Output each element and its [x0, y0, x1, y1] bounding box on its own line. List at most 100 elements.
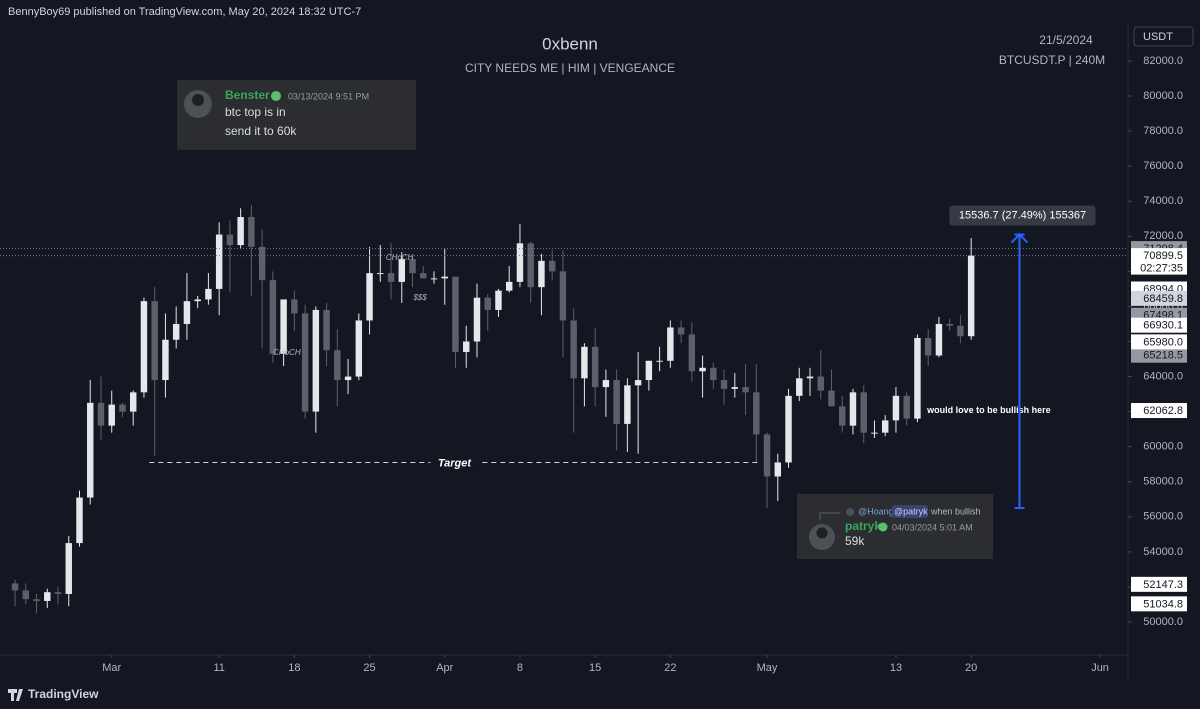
candle-body: [162, 339, 169, 381]
candle-body: [194, 299, 201, 302]
message-card: [797, 494, 993, 559]
candle-body: [11, 583, 19, 591]
candle-body: [505, 281, 513, 291]
candle-body: [398, 259, 406, 282]
y-tick-label: 80000.0: [1143, 90, 1183, 102]
price-tag: [1131, 248, 1187, 264]
price-tag-label: 52147.3: [1143, 579, 1183, 591]
candle-body: [129, 392, 137, 412]
chart-title: 0xbenn: [542, 34, 598, 53]
y-tick-label: 64000.0: [1143, 370, 1183, 382]
candle-body: [516, 243, 524, 282]
price-tag-label: 51034.8: [1143, 598, 1183, 610]
candle-body: [301, 313, 309, 412]
date-label: 21/5/2024: [1039, 33, 1093, 47]
candle-body: [108, 404, 115, 426]
plot-area: [0, 204, 1128, 614]
candle-body: [452, 276, 459, 353]
target-label-bg: [430, 454, 479, 471]
y-tick-label: 82000.0: [1143, 55, 1183, 67]
candle-body: [892, 395, 900, 421]
candle-body: [967, 255, 975, 337]
candle-body: [172, 323, 180, 340]
currency-label[interactable]: USDT: [1143, 31, 1173, 43]
candle-body: [806, 376, 814, 379]
candle-body: [785, 395, 792, 463]
candle-body: [215, 234, 223, 289]
chart-subtitle: CITY NEEDS ME | HIM | VENGEANCE: [465, 61, 675, 75]
candle-body: [366, 273, 373, 321]
x-tick-label: 11: [213, 662, 224, 674]
candle-body: [763, 434, 771, 477]
candle-body: [248, 217, 255, 247]
price-tag-label: 70899.5: [1143, 250, 1183, 262]
message-card: [177, 80, 416, 150]
candle-body: [613, 380, 620, 424]
candle-body: [828, 390, 835, 407]
candle-body: [323, 309, 330, 351]
y-tick-label: 58000.0: [1143, 476, 1183, 488]
y-tick-label: 72000.0: [1143, 230, 1183, 242]
candle-body: [495, 290, 502, 310]
candle-body: [484, 297, 491, 310]
annotation: $$$: [412, 293, 427, 302]
candle-body: [774, 462, 782, 477]
candle-body: [720, 380, 728, 389]
price-tag-label: 65218.5: [1143, 350, 1183, 362]
price-tag: [1131, 317, 1187, 333]
price-tag: [1131, 290, 1187, 306]
y-tick-label: 50000.0: [1143, 616, 1183, 628]
y-tick-label: 78000.0: [1143, 125, 1183, 137]
measure-label: 15536.7 (27.49%) 155367: [959, 209, 1086, 221]
countdown: 02:27:35: [1140, 263, 1183, 275]
currency-button[interactable]: [1133, 26, 1194, 47]
candle-body: [355, 320, 363, 377]
candle-body: [656, 360, 663, 362]
candle-body: [97, 402, 105, 426]
x-tick-label: 13: [890, 662, 902, 674]
candle-body: [65, 543, 72, 594]
candle-body: [871, 432, 878, 434]
y-tick-label: 56000.0: [1143, 511, 1183, 523]
candle-body: [463, 341, 470, 353]
badge: [878, 522, 888, 532]
candle-body: [54, 592, 62, 594]
message-line: btc top is in: [225, 105, 286, 119]
candle-body: [742, 387, 749, 393]
candle-body: [548, 260, 556, 272]
price-tag-label: 65980.0: [1143, 336, 1183, 348]
overlays: Target $$$ CHoCH CHoCH would love to be bull…: [149, 205, 1096, 510]
candle-body: [205, 288, 212, 300]
reply-avatar: [846, 508, 854, 516]
countdown-bg: [1131, 262, 1187, 275]
candle-body: [688, 334, 696, 372]
candle-body: [441, 276, 448, 279]
price-tag-label: 66930.1: [1143, 320, 1183, 332]
candle-body: [280, 299, 287, 354]
candle-body: [677, 327, 685, 335]
candle-body: [935, 323, 943, 356]
candle-body: [946, 323, 953, 326]
candle-body: [667, 327, 674, 361]
candle-body: [151, 301, 158, 381]
candle-body: [559, 271, 567, 321]
annotation: CHoCH: [273, 348, 301, 357]
candle-body: [334, 350, 341, 381]
candle-body: [430, 278, 438, 280]
timestamp: 04/03/2024 5:01 AM: [892, 522, 973, 532]
candle-body: [473, 297, 481, 342]
price-tag: [1131, 403, 1187, 419]
badge: [271, 91, 281, 101]
candle-body: [881, 420, 889, 433]
candle-body: [624, 385, 631, 424]
candle-body: [409, 259, 416, 274]
x-tick-label: Apr: [436, 662, 453, 674]
candle-body: [344, 376, 352, 381]
y-tick-label: 74000.0: [1143, 195, 1183, 207]
price-tag: [1131, 334, 1187, 350]
candle-body: [860, 392, 867, 433]
annotation: CHoCH: [386, 253, 414, 262]
candle-body: [33, 599, 40, 601]
footer-brand: TradingView: [28, 687, 99, 701]
candle-body: [527, 243, 534, 288]
